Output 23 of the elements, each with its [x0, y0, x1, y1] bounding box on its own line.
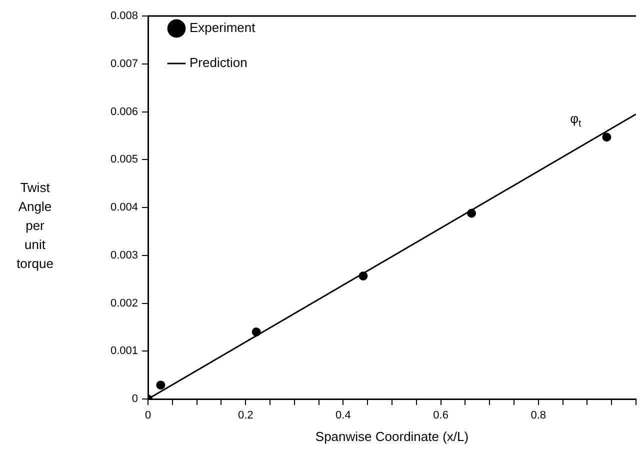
x-tick-label: 0 — [144, 410, 152, 422]
x-tick-label: 0.2 — [238, 410, 254, 422]
y-axis-title: Twist Angle per unit torque — [16, 179, 54, 273]
y-tick-label: 0.003 — [110, 249, 138, 262]
legend-label: Experiment — [190, 20, 256, 36]
x-axis-title: Spanwise Coordinate (x/L) — [315, 428, 469, 444]
point — [156, 380, 166, 390]
x-tick-label: 0.6 — [433, 410, 448, 422]
y-tick-label: 0.008 — [110, 10, 138, 22]
legend-label: Prediction — [190, 55, 248, 70]
y-tick-label: 0.006 — [110, 106, 138, 118]
x-tick-label: 0.8 — [530, 410, 546, 422]
y-tick-label: 0 — [132, 393, 138, 406]
point — [467, 208, 476, 218]
point — [602, 132, 612, 142]
y-tick-label: 0.002 — [110, 297, 138, 310]
point — [358, 271, 368, 280]
y-tick-label: 0.001 — [110, 345, 138, 358]
y-tick-label: 0.005 — [110, 154, 138, 166]
x-tick-label: 0.4 — [336, 410, 351, 422]
y-tick-label: 0.004 — [110, 202, 138, 214]
point — [252, 327, 261, 336]
y-tick-label: 0.007 — [110, 58, 138, 70]
